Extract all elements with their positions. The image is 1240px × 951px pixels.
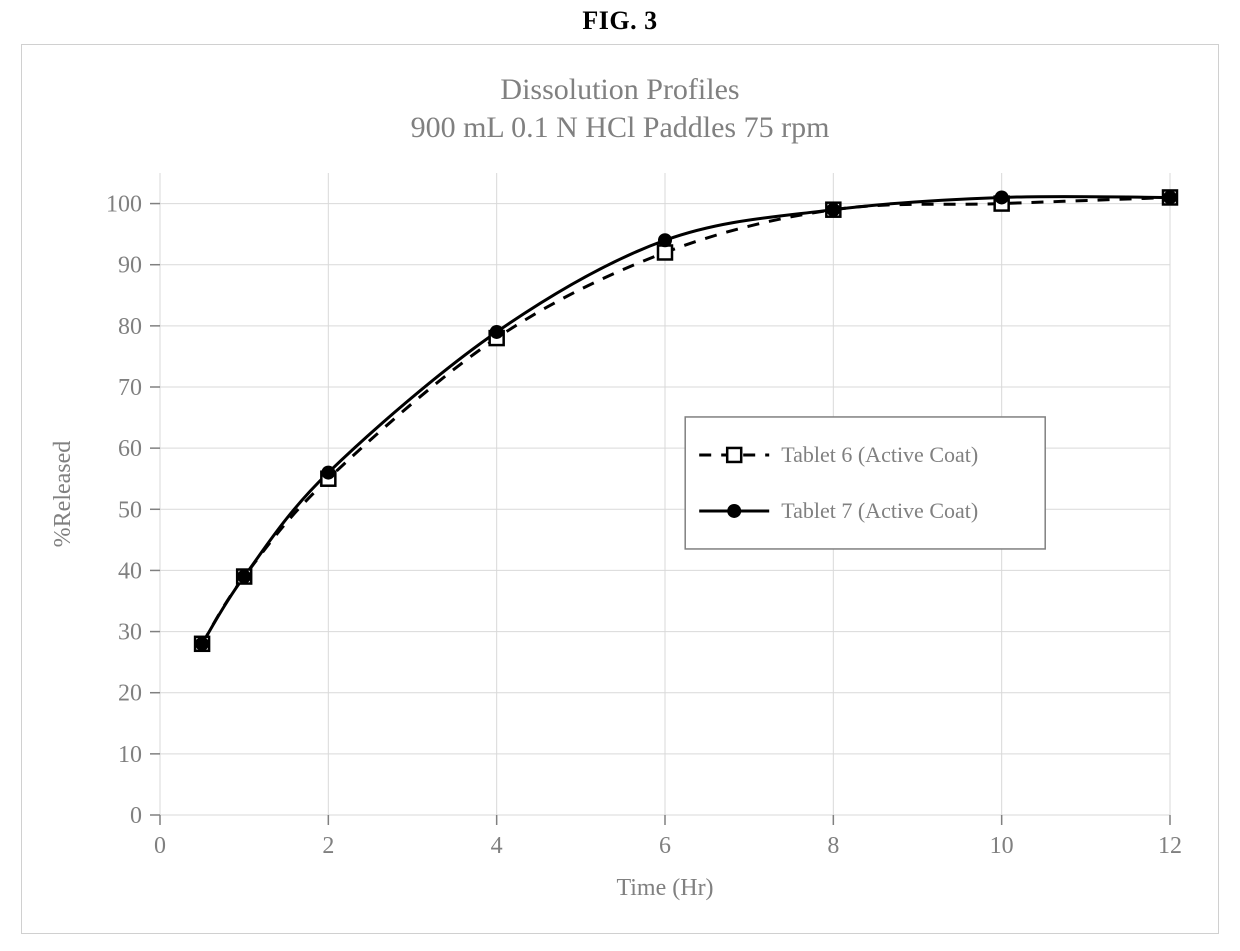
- y-tick-label: 60: [118, 436, 142, 462]
- x-tick-label: 6: [659, 833, 671, 859]
- x-tick-label: 10: [990, 833, 1014, 859]
- series-marker-1: [237, 570, 251, 584]
- y-tick-label: 30: [118, 620, 142, 646]
- series-marker-1: [195, 637, 209, 651]
- page: FIG. 3 0 2 4 6 8 10 12 0 10 20 30 40 50 60 70 80 90 100 Ti…: [0, 0, 1240, 951]
- y-tick-label: 50: [118, 497, 142, 523]
- legend: Tablet 6 (Active Coat) Tablet 7 (Active C…: [685, 417, 1045, 549]
- chart-title-line1: Dissolution Profiles: [500, 73, 739, 106]
- series-marker-1: [826, 203, 840, 217]
- y-tick-label: 90: [118, 253, 142, 279]
- series-marker-1: [995, 190, 1009, 204]
- y-axis-label: %Released: [50, 441, 76, 548]
- legend-label-1: Tablet 7 (Active Coat): [781, 498, 978, 523]
- y-tick-label: 80: [118, 314, 142, 340]
- x-tick-label: 4: [491, 833, 503, 859]
- chart-inner: 0 2 4 6 8 10 12 0 10 20 30 40 50 60 70 80 90 100 Time (Hr)…: [30, 53, 1210, 925]
- chart-frame: 0 2 4 6 8 10 12 0 10 20 30 40 50 60 70 80 90 100 Time (Hr)…: [21, 44, 1219, 934]
- series-marker-1: [658, 233, 672, 247]
- figure-label: FIG. 3: [0, 6, 1240, 36]
- series-marker-1: [321, 466, 335, 480]
- y-tick-label: 20: [118, 681, 142, 707]
- x-tick-label: 0: [154, 833, 166, 859]
- x-tick-label: 2: [322, 833, 334, 859]
- legend-label-0: Tablet 6 (Active Coat): [781, 442, 978, 467]
- series-marker-1: [1163, 190, 1177, 204]
- y-tick-label: 10: [118, 742, 142, 768]
- x-axis-label: Time (Hr): [616, 875, 713, 901]
- series-marker-1: [490, 325, 504, 339]
- y-tick-label: 70: [118, 375, 142, 401]
- y-tick-label: 40: [118, 558, 142, 584]
- x-tick-label: 8: [827, 833, 839, 859]
- dissolution-chart: 0 2 4 6 8 10 12 0 10 20 30 40 50 60 70 80 90 100 Time (Hr)…: [30, 53, 1210, 925]
- chart-title-line2: 900 mL 0.1 N HCl Paddles 75 rpm: [411, 111, 830, 144]
- y-tick-label: 0: [130, 803, 142, 829]
- x-tick-label: 12: [1158, 833, 1182, 859]
- y-tick-label: 100: [106, 192, 142, 218]
- series-marker-0: [658, 245, 672, 259]
